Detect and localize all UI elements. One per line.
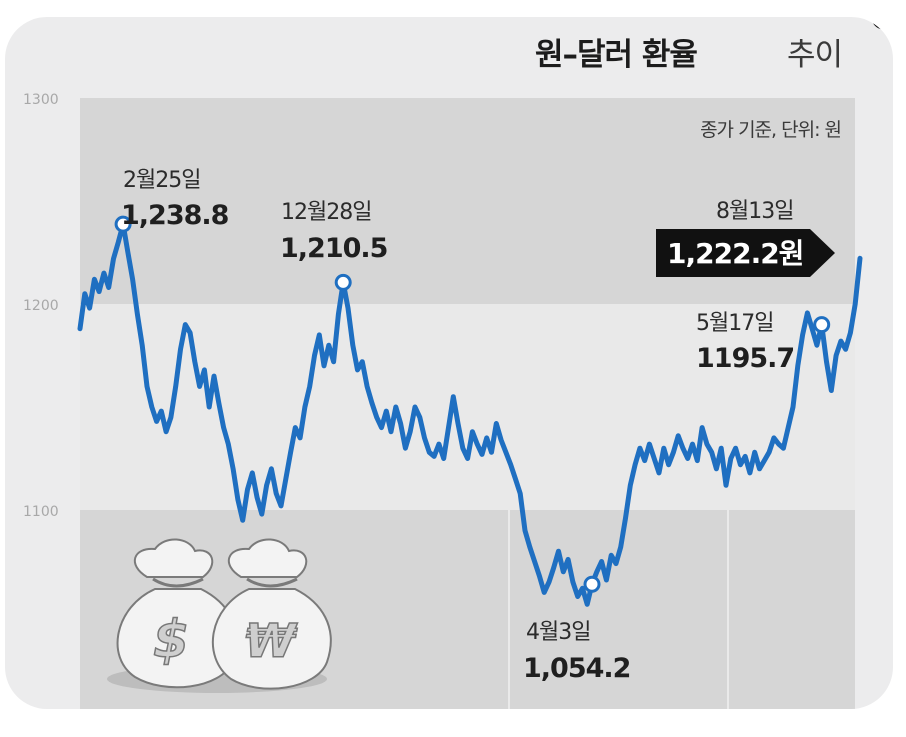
y-tick-label: 1300 [23, 92, 59, 108]
y-tick-label: 1100 [23, 504, 59, 520]
exchange-rate-chart: 1300 1200 1100 원–달러 환율 추이 종가 기준, 단위: 원 $… [23, 17, 893, 709]
svg-text:₩: ₩ [245, 614, 298, 668]
annotation-value: 1,238.8 [121, 200, 229, 231]
annotation-date: 8월13일 [716, 199, 793, 224]
annotation-date: 2월25일 [123, 168, 200, 193]
series-line [77, 221, 863, 607]
y-axis: 1300 1200 1100 [23, 92, 59, 520]
title-main: 원–달러 환율 [535, 37, 697, 73]
annotation-date: 5월17일 [696, 311, 773, 336]
dollar-bag-icon: $ [116, 538, 238, 689]
y-tick-label: 1200 [23, 298, 59, 314]
point-marker [334, 273, 352, 291]
latest-value-callout: 1,222.2원 [656, 229, 835, 277]
point-marker [114, 215, 132, 233]
svg-text:$: $ [153, 610, 189, 670]
annotation-date: 12월28일 [281, 200, 371, 225]
annotation-date: 4월3일 [526, 620, 590, 645]
money-bags-illustration: $ ₩ [107, 538, 332, 693]
chart-card: 1300 1200 1100 원–달러 환율 추이 종가 기준, 단위: 원 $… [5, 17, 893, 709]
point-marker [583, 575, 601, 593]
annotation-value: 1195.7 [696, 343, 794, 374]
annotation-value: 1,222.2원 [667, 237, 803, 270]
won-bag-icon: ₩ [211, 538, 332, 690]
unit-note: 종가 기준, 단위: 원 [700, 119, 841, 141]
annotation-value: 1,210.5 [280, 233, 387, 264]
point-marker [813, 316, 831, 334]
chart-title: 원–달러 환율 추이 [535, 37, 843, 73]
annotation-value: 1,054.2 [523, 653, 630, 684]
latest-point-marker [871, 17, 893, 30]
title-suffix: 추이 [787, 37, 842, 73]
